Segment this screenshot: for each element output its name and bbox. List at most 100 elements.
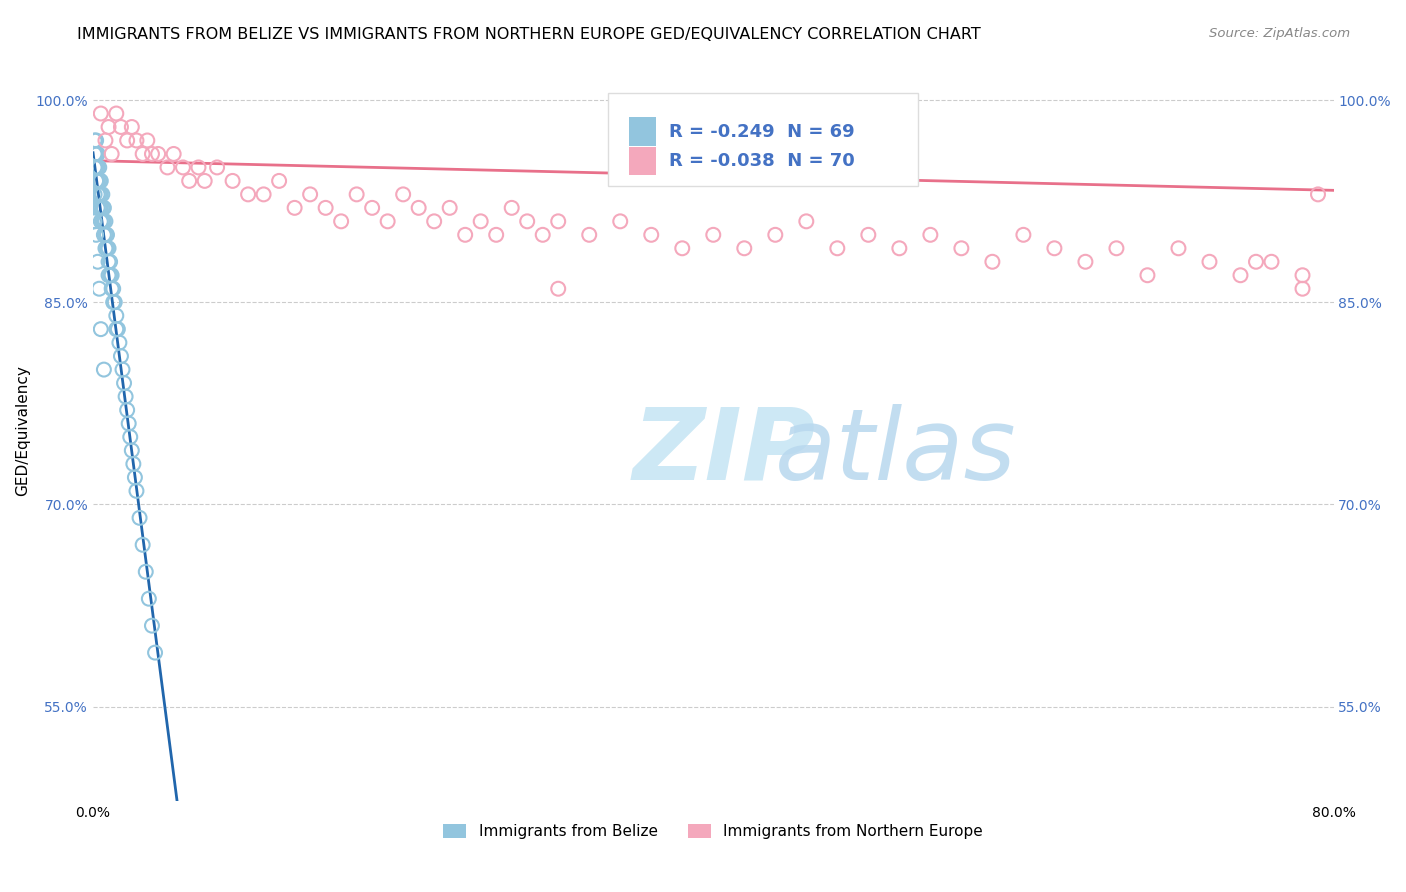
Point [91, 187, 114, 202]
FancyBboxPatch shape [607, 93, 918, 186]
Point [90, 187, 112, 202]
Point [1074, 254, 1097, 268]
Point [640, 227, 662, 242]
Point [1291, 268, 1313, 283]
Point [547, 282, 569, 296]
Point [146, 147, 169, 161]
Point [84, 133, 107, 147]
Point [83, 214, 105, 228]
Text: Source: ZipAtlas.com: Source: ZipAtlas.com [1209, 27, 1350, 40]
Point [1012, 227, 1035, 242]
Point [1244, 254, 1267, 268]
Point [252, 187, 274, 202]
Point [205, 161, 228, 175]
Point [94, 227, 117, 242]
Point [128, 511, 150, 525]
Point [105, 322, 128, 336]
Point [84, 147, 107, 161]
Point [578, 227, 600, 242]
Point [1043, 241, 1066, 255]
Point [103, 295, 125, 310]
Y-axis label: GED/Equivalency: GED/Equivalency [15, 365, 30, 496]
Point [96, 241, 118, 255]
Point [93, 227, 115, 242]
Point [1105, 241, 1128, 255]
Point [86, 201, 108, 215]
Point [97, 254, 120, 268]
Point [377, 214, 399, 228]
Point [531, 227, 554, 242]
Point [84, 174, 107, 188]
Point [733, 241, 755, 255]
Text: atlas: atlas [775, 404, 1017, 501]
Point [86, 174, 108, 188]
Point [83, 187, 105, 202]
Point [110, 349, 132, 363]
Point [423, 214, 446, 228]
Text: IMMIGRANTS FROM BELIZE VS IMMIGRANTS FROM NORTHERN EUROPE GED/EQUIVALENCY CORREL: IMMIGRANTS FROM BELIZE VS IMMIGRANTS FRO… [77, 27, 981, 42]
Point [763, 227, 786, 242]
Point [889, 241, 911, 255]
Point [105, 309, 128, 323]
Point [950, 241, 973, 255]
Point [120, 430, 142, 444]
Point [90, 214, 112, 228]
Point [125, 483, 148, 498]
Point [187, 161, 209, 175]
Point [84, 161, 107, 175]
Point [143, 646, 166, 660]
Point [83, 133, 105, 147]
Point [89, 187, 111, 202]
Point [91, 214, 114, 228]
Text: R = -0.038  N = 70: R = -0.038 N = 70 [669, 153, 855, 170]
Point [89, 282, 111, 296]
Point [141, 618, 163, 632]
Point [89, 174, 111, 188]
Point [86, 187, 108, 202]
Point [90, 201, 112, 215]
Point [346, 187, 368, 202]
Point [236, 187, 259, 202]
Point [485, 227, 508, 242]
Point [90, 174, 112, 188]
Point [104, 295, 127, 310]
Point [981, 254, 1004, 268]
Point [1167, 241, 1189, 255]
Point [135, 565, 157, 579]
Point [83, 147, 105, 161]
Point [1260, 254, 1282, 268]
Point [172, 161, 194, 175]
Point [136, 133, 159, 147]
Point [125, 133, 148, 147]
Point [121, 120, 143, 134]
Point [920, 227, 942, 242]
Point [83, 161, 105, 175]
Point [124, 470, 146, 484]
Point [89, 161, 111, 175]
Point [361, 201, 384, 215]
Point [118, 417, 141, 431]
Point [315, 201, 337, 215]
Point [90, 322, 112, 336]
Point [111, 362, 134, 376]
Point [100, 147, 122, 161]
Text: ZIP: ZIP [633, 404, 815, 501]
Point [156, 161, 179, 175]
Point [89, 201, 111, 215]
Point [1291, 282, 1313, 296]
Point [609, 214, 631, 228]
Point [702, 227, 724, 242]
Point [454, 227, 477, 242]
Point [179, 174, 201, 188]
Point [90, 106, 112, 120]
Point [284, 201, 307, 215]
Point [439, 201, 461, 215]
Point [105, 106, 128, 120]
Point [114, 390, 136, 404]
Point [93, 362, 115, 376]
Point [131, 538, 153, 552]
Point [269, 174, 291, 188]
Point [858, 227, 880, 242]
Point [100, 268, 122, 283]
Point [94, 133, 117, 147]
